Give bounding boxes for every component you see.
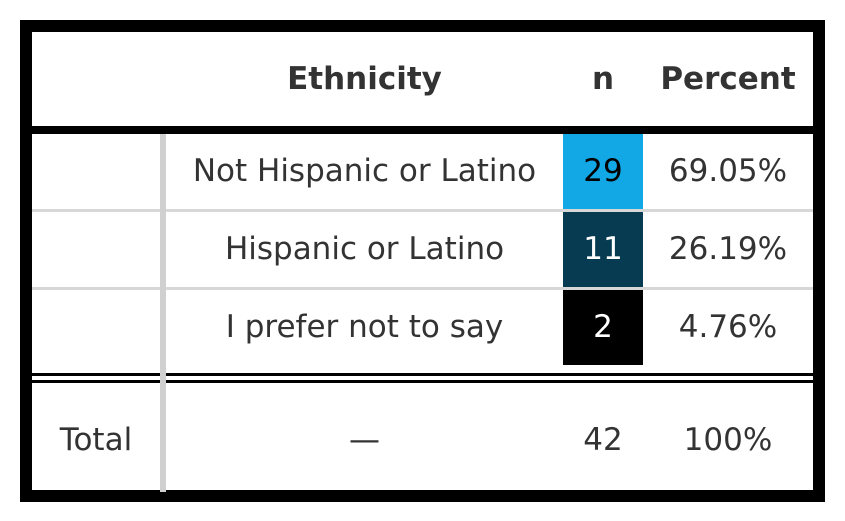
percent-cell: 69.05% <box>668 153 788 189</box>
total-ethnicity: — <box>349 422 380 458</box>
table-row: I prefer not to say 2 4.76% <box>32 290 813 365</box>
row-label <box>32 212 160 287</box>
header-n: n <box>591 61 615 97</box>
ethnicity-cell: Not Hispanic or Latino <box>192 153 537 189</box>
n-cell: 2 <box>563 290 643 365</box>
row-divider <box>32 287 813 290</box>
table-row: Hispanic or Latino 11 26.19% <box>32 212 813 287</box>
ethnicity-cell: I prefer not to say <box>225 309 504 345</box>
label-column-separator <box>160 134 166 492</box>
row-divider <box>32 209 813 212</box>
table-row: Not Hispanic or Latino 29 69.05% <box>32 134 813 209</box>
n-cell: 11 <box>563 212 643 287</box>
row-label <box>32 134 160 209</box>
percent-cell: 4.76% <box>678 309 778 345</box>
ethnicity-table: Ethnicity n Percent Not Hispanic or Lati… <box>20 20 825 502</box>
table-header: Ethnicity n Percent <box>32 32 813 134</box>
header-percent: Percent <box>660 61 796 97</box>
header-blank <box>32 32 160 126</box>
row-label <box>32 290 160 365</box>
total-divider-top <box>32 373 813 376</box>
header-ethnicity: Ethnicity <box>287 61 442 97</box>
total-row: Total — 42 100% <box>32 388 813 492</box>
total-percent: 100% <box>683 422 773 458</box>
percent-cell: 26.19% <box>668 231 788 267</box>
ethnicity-cell: Hispanic or Latino <box>224 231 505 267</box>
total-n: 42 <box>583 422 623 458</box>
total-divider-bottom <box>32 380 813 383</box>
n-cell: 29 <box>563 134 643 209</box>
total-label: Total <box>59 422 133 458</box>
